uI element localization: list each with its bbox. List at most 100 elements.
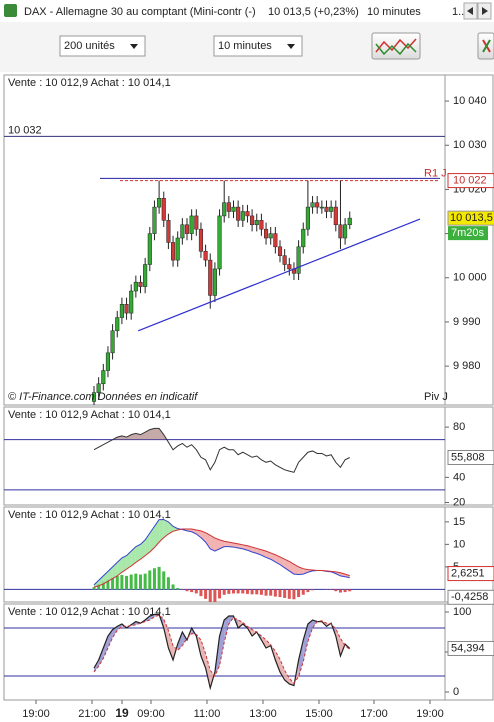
x-tick-label: 19:00	[416, 708, 444, 720]
candle-body	[198, 228, 203, 252]
y-tick-label: 20	[453, 496, 465, 508]
band-fill	[131, 546, 136, 566]
candle-body	[129, 290, 134, 314]
band-fill	[252, 547, 257, 554]
interval-value: 10 minutes	[218, 40, 272, 52]
y-tick-label: 10 000	[453, 272, 487, 284]
candle-body	[184, 224, 190, 234]
value-box	[447, 449, 494, 465]
band-fill	[163, 519, 169, 538]
pivot-axis-label: 10 022	[453, 174, 487, 186]
value-box-label: 2,6251	[451, 567, 485, 579]
plot-area	[4, 427, 445, 491]
band-fill	[238, 543, 243, 549]
x-tick-label: 19:00	[22, 708, 50, 720]
candle-body	[115, 317, 120, 332]
candle-body	[343, 224, 348, 239]
candle-body	[324, 206, 329, 212]
more-label: 1...	[452, 6, 467, 18]
band-fill	[298, 566, 304, 575]
overbought-fill	[112, 428, 167, 440]
x-tick-label: 11:00	[194, 708, 221, 720]
trendline	[137, 218, 421, 332]
histogram-bar	[97, 583, 101, 590]
value-box-label: 55,808	[451, 451, 485, 463]
panel-header: Vente : 10 012,9 Achat : 10 014,1	[8, 409, 171, 421]
candle-body	[171, 242, 176, 261]
last-price-label: 10 013,5	[450, 212, 493, 224]
candle-body	[250, 215, 255, 226]
candle-body	[268, 233, 273, 239]
k-line	[93, 613, 351, 691]
candle-body	[105, 352, 111, 371]
histogram-bar	[166, 577, 170, 590]
histogram-bar	[92, 587, 96, 590]
x-tick-label: 13:00	[249, 708, 277, 720]
panel-header: Vente : 10 012,9 Achat : 10 014,1	[8, 77, 171, 89]
candle-body	[96, 383, 101, 393]
candle-body	[231, 206, 236, 212]
band-fill	[205, 532, 211, 549]
candle-body	[157, 198, 162, 208]
band-fill	[210, 535, 215, 552]
band-fill	[98, 575, 104, 586]
histogram-bar	[241, 589, 245, 594]
interval-dropdown[interactable]	[213, 35, 303, 57]
histogram-bar	[278, 589, 282, 598]
band-fill	[298, 640, 304, 677]
y-tick-label: 80	[453, 421, 465, 433]
histogram-bar	[185, 589, 189, 592]
candle-body	[212, 268, 217, 296]
x-tick-label: 09:00	[137, 708, 165, 720]
band-fill	[289, 561, 294, 575]
histogram-bar	[125, 575, 129, 590]
level-label: 10 032	[8, 124, 42, 136]
band-fill	[126, 551, 132, 570]
histogram-bar	[194, 589, 198, 594]
candle-body	[175, 237, 180, 261]
y-tick-label: 10 040	[453, 95, 487, 107]
icon-line	[482, 39, 491, 53]
instrument-name: DAX - Allemagne 30 au comptant (Mini-con…	[24, 6, 256, 18]
candle-body	[264, 228, 269, 239]
histogram-bar	[255, 589, 259, 595]
candle-body	[194, 215, 199, 230]
candle-body	[310, 202, 315, 208]
units-dropdown[interactable]	[59, 35, 146, 57]
candle-body	[119, 304, 124, 318]
band-fill	[103, 636, 108, 659]
band-fill	[280, 659, 285, 680]
band-fill	[168, 521, 174, 535]
candle-body	[217, 215, 222, 270]
histogram-bar	[162, 571, 166, 590]
value-box	[447, 589, 494, 605]
x-tick-label: 15:00	[305, 708, 333, 720]
candle-body	[166, 220, 171, 243]
indicator-line	[93, 519, 350, 586]
candle-body	[124, 304, 129, 314]
histogram-bar	[306, 589, 310, 593]
band-fill	[168, 630, 174, 660]
candle-body	[91, 392, 97, 402]
histogram-bar	[287, 589, 291, 599]
candle-body	[287, 264, 292, 270]
histogram-bar	[148, 570, 152, 590]
histogram-bar	[245, 589, 249, 594]
candle-body	[180, 224, 185, 239]
histogram-bar	[115, 575, 119, 590]
main-panel	[3, 74, 494, 406]
band-fill	[224, 616, 229, 643]
candle-body	[273, 233, 278, 248]
histogram-bar	[264, 589, 268, 596]
histogram-bar	[157, 566, 161, 590]
band-fill	[117, 557, 122, 576]
plot-area	[4, 135, 445, 405]
macd-panel	[3, 506, 494, 603]
candle-body	[208, 259, 213, 296]
candle-body	[338, 224, 343, 239]
histogram-bar	[222, 589, 226, 595]
candle-body	[143, 264, 148, 287]
icon-line	[375, 42, 417, 56]
value-box	[447, 640, 494, 656]
histogram-bar	[311, 589, 315, 591]
